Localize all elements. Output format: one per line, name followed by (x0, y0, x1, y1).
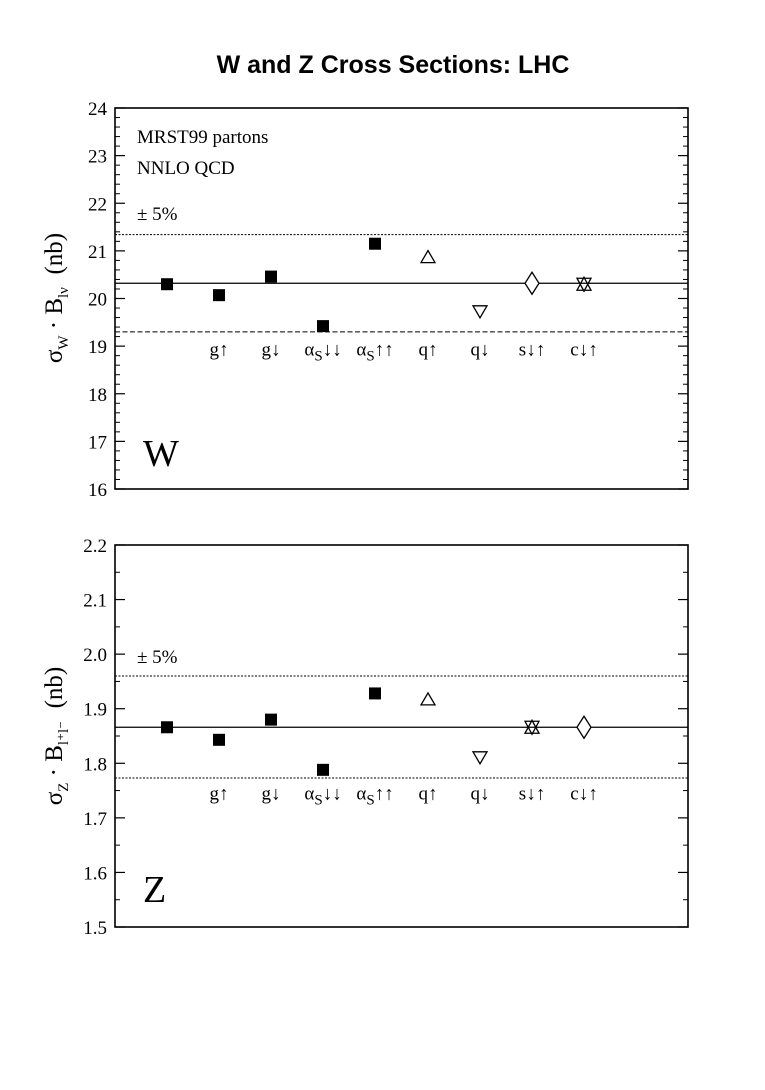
panel-z-point-label-suffix: ↓↓ (323, 783, 342, 804)
panel-w-annotation: MRST99 partons (137, 127, 268, 148)
panel-z-point-label: q↓ (471, 783, 490, 804)
panel-z-point-label: g↑ (210, 783, 229, 804)
panel-z-name: Z (143, 869, 166, 911)
panel-z-ytick-label: 1.9 (83, 700, 107, 721)
panel-z-point-label: c↓↑ (570, 783, 597, 804)
panel-w-point-label: q↑ (419, 339, 438, 360)
panel-z-point-label: αS↓↓ (304, 783, 341, 808)
panel-z-point-label-main: s↓↑ (519, 783, 545, 804)
panel-w-point-label-main: α (356, 339, 366, 360)
panel-z-ytick-label: 1.7 (83, 809, 107, 830)
panel-z-point-diamond (576, 715, 592, 740)
panel-z-point-square (369, 687, 381, 700)
panel-w-point-label-sub: S (314, 348, 322, 364)
panel-z-ylabel-symbol: σ (41, 791, 68, 805)
panel-z-point-triangle-down (471, 751, 489, 766)
panel-z-point-star-down (523, 720, 541, 736)
panel-z-ytick-label: 1.5 (83, 918, 107, 939)
panel-z-ylabel-mid: · B (41, 745, 68, 783)
panel-w-ytick-label: 22 (88, 194, 107, 215)
panel-z-point-triangle-up (419, 691, 437, 706)
panel-w-ytick-label: 17 (88, 432, 107, 453)
panel-w-point-square (213, 289, 225, 302)
panel-w-ytick-label: 18 (88, 385, 107, 406)
panel-w-ytick-label: 20 (88, 290, 107, 311)
panel-z-ytick-label: 2.0 (83, 645, 107, 666)
panel-z-point-label: q↑ (419, 783, 438, 804)
panel-z-ytick-label: 2.1 (83, 591, 107, 612)
panel-w-point-label-main: q↑ (419, 339, 438, 360)
panel-z-point-label: αS↑↑ (356, 783, 393, 808)
panel-w-point-label: αS↓↓ (304, 339, 341, 364)
panel-w-point-square (161, 278, 173, 291)
panel-w-point-label-suffix: ↑↑ (375, 339, 394, 360)
panel-z-point-label-main: c↓↑ (570, 783, 597, 804)
panel-z-point-label-main: g↑ (210, 783, 229, 804)
panel-w-ylabel-symbol: σ (41, 349, 68, 363)
panel-z-point-label-main: α (304, 783, 314, 804)
panel-w-point-square (369, 237, 381, 250)
panel-w-point-triangle-down (471, 305, 489, 320)
panel-z-point-label: g↓ (262, 783, 281, 804)
panel-w-point-star-down (575, 277, 593, 293)
panel-w-ylabel-sub2: lν (56, 287, 72, 298)
panel-w-ylabel-sub1: W (56, 335, 72, 350)
panel-w-annotation: ± 5% (137, 204, 178, 225)
panel-w-point-diamond (524, 271, 540, 296)
panel-w-point-square (317, 320, 329, 333)
panel-z-ylabel-unit: (nb) (41, 667, 68, 721)
panel-w-ytick-label: 24 (88, 99, 108, 120)
panel-w-point-triangle-up (419, 249, 437, 264)
panel-w-point-label-main: s↓↑ (519, 339, 545, 360)
panel-w-ytick-label: 21 (88, 242, 107, 263)
panel-w-point-label-main: g↑ (210, 339, 229, 360)
panel-w-annotation: NNLO QCD (137, 158, 235, 179)
panel-w-point-label-sub: S (366, 348, 374, 364)
panel-z-point-label-main: α (356, 783, 366, 804)
panel-w-point-label-suffix: ↓↓ (323, 339, 342, 360)
panel-w-ytick-label: 23 (88, 147, 107, 168)
panel-w-ylabel-mid: · B (41, 298, 68, 336)
panel-z-point-label-main: q↑ (419, 783, 438, 804)
panel-w-ylabel-unit: (nb) (41, 233, 68, 287)
panel-z-point-label: s↓↑ (519, 783, 545, 804)
panel-z-ytick-label: 2.2 (83, 536, 107, 557)
panel-z-ytick-label: 1.8 (83, 754, 107, 775)
panel-z-ytick-label: 1.6 (83, 863, 107, 884)
panel-z-ylabel-sub1: Z (56, 783, 72, 792)
panel-w-ylabel: σW · Blν (nb) (41, 233, 72, 363)
panel-w-point-label-main: g↓ (262, 339, 281, 360)
panel-z-point-label-main: g↓ (262, 783, 281, 804)
panel-w-point-label: s↓↑ (519, 339, 545, 360)
panel-z-point-square (161, 721, 173, 734)
panel-w-ytick-label: 19 (88, 337, 107, 358)
panel-w-point-square (265, 270, 277, 283)
panel-w-point-label: g↓ (262, 339, 281, 360)
panel-w-point-label: αS↑↑ (356, 339, 393, 364)
panel-z-point-label-main: q↓ (471, 783, 490, 804)
panel-w-name: W (143, 433, 179, 475)
panel-w-point-label: g↑ (210, 339, 229, 360)
panel-w-point-label: c↓↑ (570, 339, 597, 360)
panel-z-annotation: ± 5% (137, 647, 178, 668)
panel-z-point-label-suffix: ↑↑ (375, 783, 394, 804)
panel-w-point-label: q↓ (471, 339, 490, 360)
panel-z-ylabel: σZ · Bl⁺l⁻ (nb) (41, 667, 72, 805)
panel-w-point-label-main: c↓↑ (570, 339, 597, 360)
panel-z-point-square (265, 713, 277, 726)
panel-z-plot-frame (114, 544, 689, 928)
figure-title: W and Z Cross Sections: LHC (217, 51, 570, 79)
panel-z-ylabel-sub2: l⁺l⁻ (56, 721, 72, 745)
panel-z-point-square (213, 733, 225, 746)
panel-w-ytick-label: 16 (88, 480, 107, 501)
panel-z-point-label-sub: S (314, 792, 322, 808)
panel-z-point-label-sub: S (366, 792, 374, 808)
panel-w-point-label-main: q↓ (471, 339, 490, 360)
panel-w-point-label-main: α (304, 339, 314, 360)
panel-z-point-square (317, 763, 329, 776)
